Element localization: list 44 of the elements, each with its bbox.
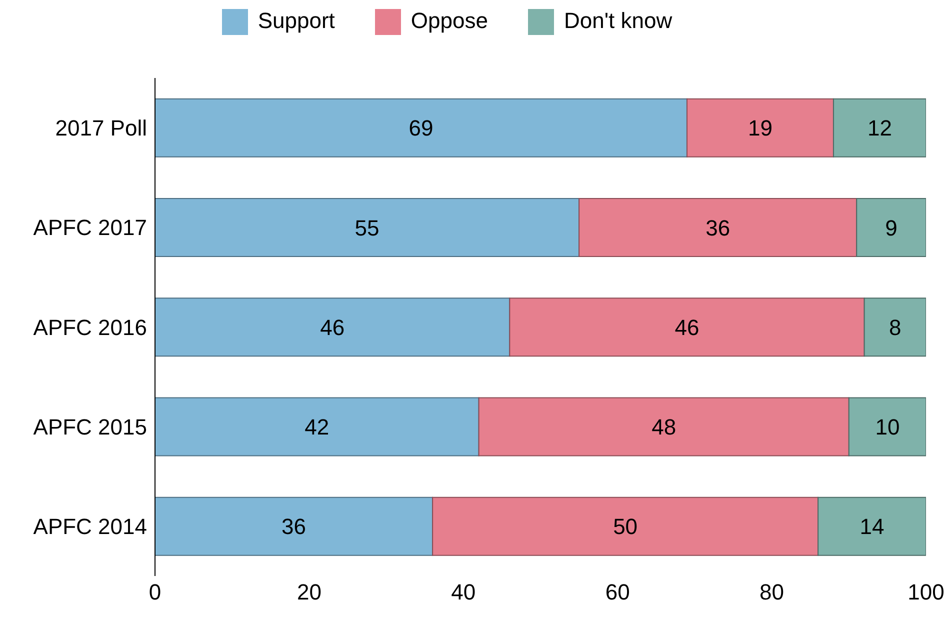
data-label: 46	[674, 314, 700, 340]
data-label: 46	[320, 314, 345, 340]
data-label: 10	[875, 414, 900, 440]
y-tick-label: APFC 2015	[33, 414, 147, 440]
data-label: 12	[868, 116, 892, 141]
bar	[832, 98, 926, 158]
x-tick-label: 20	[296, 580, 322, 605]
y-tick-label: APFC 2016	[33, 314, 147, 340]
bar	[155, 397, 480, 456]
bar	[686, 98, 834, 158]
data-label: 55	[354, 215, 380, 240]
bar	[856, 198, 926, 258]
bar	[155, 496, 434, 556]
data-label: 69	[408, 116, 434, 141]
data-label: 14	[860, 514, 884, 540]
x-tick-label: 80	[760, 580, 784, 605]
bar	[848, 397, 926, 456]
data-label: 9	[885, 215, 898, 240]
bar	[818, 496, 926, 556]
x-tick-label: 100	[908, 580, 944, 605]
y-tick-label: 2017 Poll	[55, 116, 147, 141]
data-label: 8	[889, 314, 902, 340]
bar	[478, 397, 850, 456]
legend-label: Support	[258, 8, 335, 33]
legend-label: Oppose	[410, 8, 488, 33]
data-label: 36	[706, 215, 730, 240]
y-tick-label: APFC 2014	[33, 514, 147, 540]
bar	[432, 496, 819, 556]
data-label: 19	[748, 116, 772, 141]
bar	[864, 298, 926, 357]
legend-label: Don't know	[564, 8, 672, 33]
x-tick-label: 60	[605, 580, 630, 605]
data-label: 48	[652, 414, 676, 440]
data-label: 50	[613, 514, 638, 540]
x-tick-label: 40	[451, 580, 476, 605]
bar	[155, 198, 580, 258]
data-label: 36	[282, 514, 306, 540]
bar	[155, 98, 688, 158]
data-label: 42	[304, 414, 330, 440]
bar	[155, 298, 510, 357]
bar	[578, 198, 858, 258]
y-tick-label: APFC 2017	[33, 215, 147, 240]
x-tick-label: 0	[148, 580, 162, 605]
bar	[509, 298, 865, 357]
